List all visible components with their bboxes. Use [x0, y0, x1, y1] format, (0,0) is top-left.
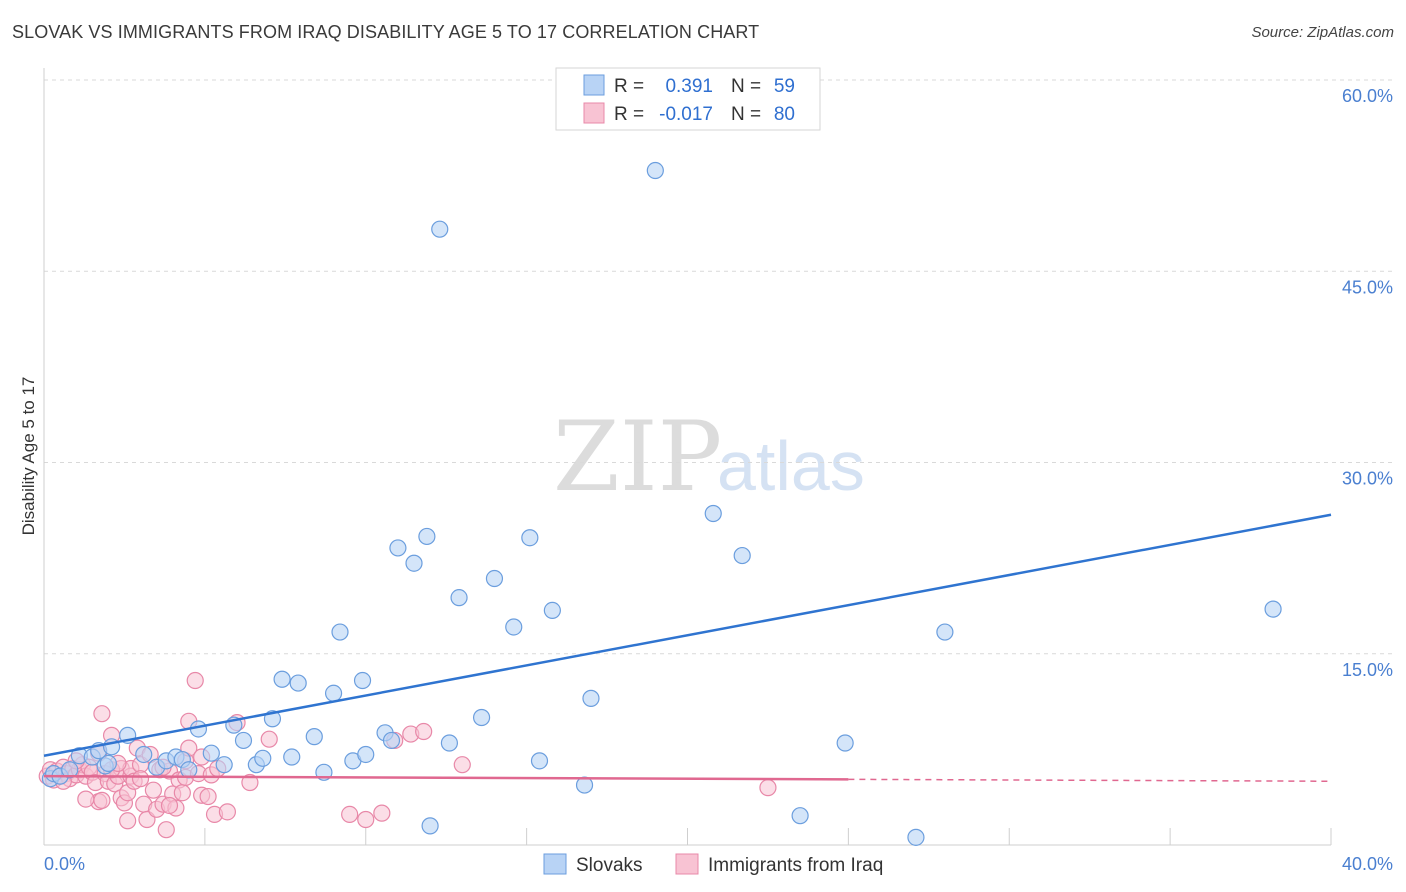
- slovak-point: [1264, 600, 1282, 618]
- iraq-point: [131, 770, 150, 788]
- slovak-point: [215, 756, 233, 774]
- slovak-point: [733, 546, 751, 565]
- slovak-point: [704, 504, 722, 523]
- slovak-point: [418, 527, 436, 546]
- iraq-point: [157, 821, 175, 839]
- legend-n-label-iraq: N =: [731, 104, 761, 125]
- slovak-point: [450, 589, 468, 607]
- bottom-legend-swatch-slovaks: [543, 853, 567, 875]
- x-tick-marks: [43, 828, 1332, 845]
- legend-box: R = 0.391 N = 59 R = -0.017 N = 80: [555, 67, 821, 131]
- iraq-point: [260, 730, 278, 748]
- legend-r-value-iraq: -0.017: [659, 104, 713, 125]
- legend-r-label-slovaks: R =: [614, 76, 644, 97]
- legend-r-label-iraq: R =: [614, 104, 644, 125]
- slovak-point: [543, 601, 561, 620]
- iraq-point: [373, 804, 391, 822]
- watermark: ZIP atlas: [553, 401, 865, 513]
- slovak-point: [791, 807, 809, 825]
- watermark-atlas: atlas: [717, 427, 865, 505]
- bottom-legend-swatch-iraq: [675, 853, 699, 875]
- slovak-point: [353, 671, 372, 690]
- iraq-point: [119, 812, 137, 830]
- bottom-legend-label-iraq: Immigrants from Iraq: [708, 855, 883, 876]
- slovak-point: [357, 745, 375, 764]
- slovak-point: [646, 161, 664, 180]
- slovak-point: [289, 674, 307, 692]
- source-label: Source: ZipAtlas.com: [1251, 24, 1394, 41]
- iraq-point: [218, 803, 236, 821]
- watermark-zip: ZIP: [553, 401, 722, 513]
- iraq-point: [186, 671, 204, 690]
- iraq-trend-line-dashed: [848, 778, 1332, 782]
- y-tick-label: 60.0%: [1342, 86, 1393, 106]
- legend-swatch-slovaks: [583, 74, 605, 96]
- slovak-point: [234, 731, 253, 750]
- slovak-points: [41, 161, 1282, 846]
- iraq-point: [199, 787, 217, 806]
- slovak-point: [331, 623, 349, 641]
- slovak-point: [472, 708, 491, 727]
- slovak-point: [324, 684, 343, 702]
- slovak-point: [382, 731, 401, 750]
- bottom-legend-label-slovaks: Slovaks: [576, 855, 643, 876]
- iraq-point: [357, 810, 375, 829]
- chart-title: SLOVAK VS IMMIGRANTS FROM IRAQ DISABILIT…: [12, 22, 760, 42]
- slovak-point: [582, 689, 600, 707]
- iraq-trend-line: [43, 774, 849, 781]
- slovak-point: [421, 817, 439, 835]
- iraq-point: [77, 790, 95, 808]
- slovak-point: [283, 748, 301, 766]
- slovak-point: [389, 539, 407, 557]
- iraq-point: [759, 779, 777, 797]
- slovak-point: [485, 569, 504, 588]
- x-tick-label-min: 0.0%: [44, 854, 85, 874]
- legend-r-value-slovaks: 0.391: [665, 76, 713, 97]
- legend-n-label-slovaks: N =: [731, 76, 761, 97]
- y-tick-labels: 15.0% 30.0% 45.0% 60.0%: [1342, 86, 1393, 680]
- iraq-point: [93, 705, 111, 723]
- slovak-point: [202, 744, 220, 762]
- iraq-point: [453, 756, 471, 774]
- iraq-point: [415, 722, 433, 741]
- slovak-point: [431, 220, 449, 238]
- y-tick-label: 45.0%: [1342, 277, 1393, 297]
- iraq-point: [173, 784, 191, 802]
- slovak-point: [61, 761, 79, 779]
- iraq-point: [93, 791, 111, 809]
- slovak-point: [180, 761, 198, 779]
- grid: [44, 79, 1393, 655]
- iraq-point: [341, 805, 359, 824]
- slovak-point: [440, 734, 459, 752]
- slovak-trend-line: [43, 513, 1332, 757]
- iraq-point: [160, 796, 179, 815]
- slovak-point: [936, 623, 954, 641]
- iraq-point: [144, 781, 162, 799]
- slovak-point: [273, 670, 291, 688]
- slovak-point: [836, 734, 854, 752]
- y-axis-label: Disability Age 5 to 17: [19, 377, 38, 536]
- legend-n-value-iraq: 80: [774, 104, 795, 125]
- slovak-point: [135, 745, 153, 764]
- iraq-point: [241, 773, 259, 792]
- slovak-point: [99, 754, 117, 773]
- legend-swatch-iraq: [583, 102, 605, 124]
- slovak-point: [505, 618, 523, 636]
- y-tick-label: 15.0%: [1342, 660, 1393, 680]
- legend-n-value-slovaks: 59: [774, 76, 795, 97]
- slovak-point: [305, 728, 323, 746]
- slovak-point: [254, 749, 272, 767]
- slovak-point: [405, 554, 423, 572]
- x-tick-label-max: 40.0%: [1342, 854, 1393, 874]
- slovak-point: [530, 752, 549, 770]
- bottom-legend: Slovaks Immigrants from Iraq: [543, 853, 883, 876]
- trend-lines: [43, 513, 1332, 782]
- y-tick-label: 30.0%: [1342, 469, 1393, 489]
- slovak-point: [907, 828, 925, 846]
- slovak-point: [521, 529, 539, 547]
